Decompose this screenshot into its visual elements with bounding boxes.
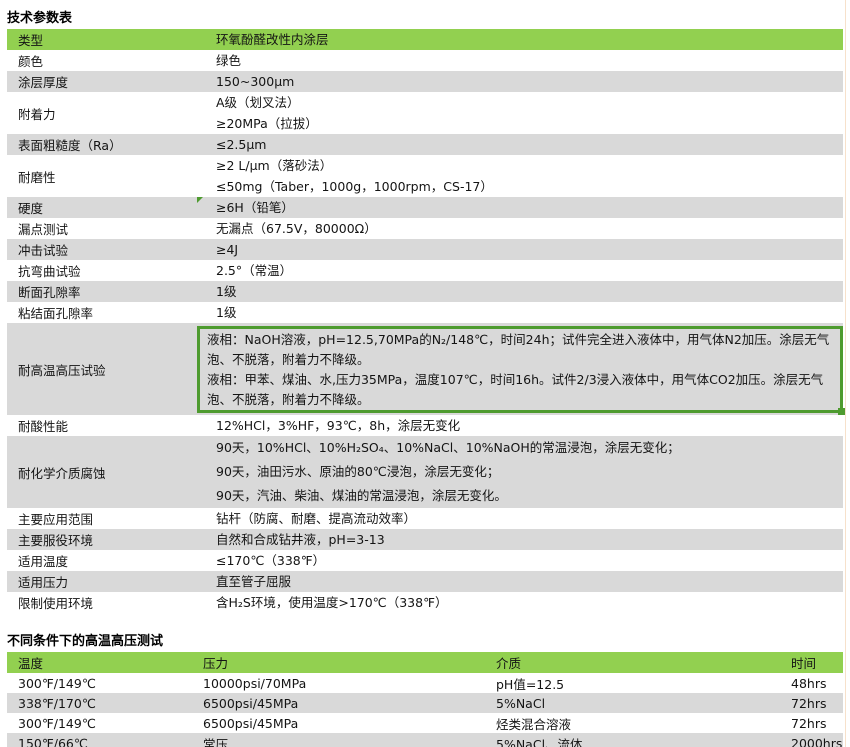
table-row: 300℉/149℃ 6500psi/45MPa 烃类混合溶液 72hrs: [7, 713, 843, 733]
row-label: 耐高温高压试验: [18, 362, 106, 378]
column-header: 介质: [496, 656, 522, 671]
cell-pressure: 6500psi/45MPa: [203, 695, 299, 711]
row-value: 直至管子屈服: [216, 574, 292, 589]
row-value: ≤170℃（338℉）: [216, 553, 326, 568]
row-label: 耐酸性能: [18, 419, 69, 434]
cell-medium: 5%NaCl、流体: [496, 736, 583, 747]
table-row: 涂层厚度 150~300μm: [7, 71, 843, 92]
row-value: 2.5°（常温）: [216, 263, 293, 278]
row-label: 适用压力: [18, 575, 69, 590]
table-row: 漏点测试 无漏点（67.5V，80000Ω）: [7, 218, 843, 239]
table-row: 断面孔隙率 1级: [7, 281, 843, 302]
row-value: ≥2 L/μm（落砂法）: [216, 158, 333, 173]
table-row: 主要应用范围 钻杆（防腐、耐磨、提高流动效率）: [7, 508, 843, 529]
row-label: 冲击试验: [18, 243, 69, 258]
row-value: ≥6H（铅笔）: [216, 200, 294, 215]
table-row: 耐磨性 ≥2 L/μm（落砂法） ≤50mg（Taber，1000g，1000r…: [7, 155, 843, 197]
table-row: 表面粗糙度（Ra） ≤2.5μm: [7, 134, 843, 155]
table-row: 耐化学介质腐蚀 90天，10%HCl、10%H₂SO₄、10%NaCl、10%N…: [7, 436, 843, 508]
table-row: 硬度 ≥6H（铅笔）: [7, 197, 843, 218]
cell-pressure: 常压: [203, 736, 229, 747]
row-value: 90天，油田污水、原油的80℃浸泡，涂层无变化；: [216, 464, 500, 479]
row-label: 涂层厚度: [18, 75, 69, 90]
cell-temperature: 150℉/66℃: [18, 735, 88, 747]
row-label: 颜色: [18, 54, 44, 69]
cell-duration: 72hrs: [791, 715, 827, 731]
comment-marker-icon: [197, 197, 203, 203]
row-value: 环氧酚醛改性内涂层: [216, 32, 329, 47]
table-row: 耐酸性能 12%HCl，3%HF，93℃，8h，涂层无变化: [7, 415, 843, 436]
row-label: 漏点测试: [18, 222, 69, 237]
row-label: 适用温度: [18, 554, 69, 569]
row-label: 硬度: [18, 201, 44, 216]
row-label: 主要服役环境: [18, 533, 94, 548]
cell-medium: pH值=12.5: [496, 676, 565, 692]
column-header: 温度: [18, 656, 44, 671]
table-row: 颜色 绿色: [7, 50, 843, 71]
cell-duration: 72hrs: [791, 695, 827, 711]
table-row: 耐高温高压试验 液相：NaOH溶液，pH=12.5,70MPa的N₂/148℃，…: [7, 323, 845, 415]
row-value: 绿色: [216, 53, 242, 68]
selection-handle: [838, 407, 845, 415]
table-row: 适用压力 直至管子屈服: [7, 571, 843, 592]
spec-table: 类型 环氧酚醛改性内涂层 颜色 绿色 涂层厚度 150~300μm 附着力 A级…: [7, 29, 845, 613]
column-header: 时间: [791, 656, 817, 671]
row-label: 粘结面孔隙率: [18, 306, 94, 321]
row-value: A级（划叉法）: [216, 95, 300, 110]
row-value: 150~300μm: [216, 74, 295, 89]
cell-temperature: 300℉/149℃: [18, 715, 96, 731]
row-value: ≤2.5μm: [216, 137, 267, 152]
row-value: 1级: [216, 305, 237, 320]
row-value: 自然和合成钻井液，pH=3-13: [216, 532, 385, 547]
table-row: 338℉/170℃ 6500psi/45MPa 5%NaCl 72hrs: [7, 693, 843, 713]
row-value: 90天，汽油、柴油、煤油的常温浸泡，涂层无变化。: [216, 488, 507, 503]
highlight-box: 液相：NaOH溶液，pH=12.5,70MPa的N₂/148℃，时间24h；试件…: [197, 325, 845, 415]
hthp-table: 温度 压力 介质 时间 300℉/149℃ 10000psi/70MPa pH值…: [7, 652, 843, 747]
table-row: 150℉/66℃ 常压 5%NaCl、流体 2000hrs: [7, 733, 843, 747]
row-value: ≥4J: [216, 242, 239, 257]
column-header: 压力: [203, 656, 229, 671]
table-row: 限制使用环境 含H₂S环境，使用温度>170℃（338℉）: [7, 592, 843, 613]
row-value: 液相：甲苯、煤油、水,压力35MPa，温度107℃，时间16h。试件2/3浸入液…: [207, 371, 824, 407]
row-label: 附着力: [18, 106, 56, 122]
hthp-header-row: 温度 压力 介质 时间: [7, 652, 843, 673]
table-row: 粘结面孔隙率 1级: [7, 302, 843, 323]
table-row: 冲击试验 ≥4J: [7, 239, 843, 260]
row-label: 限制使用环境: [18, 596, 94, 611]
row-label: 表面粗糙度（Ra）: [18, 138, 122, 153]
table-row: 适用温度 ≤170℃（338℉）: [7, 550, 843, 571]
table-row: 300℉/149℃ 10000psi/70MPa pH值=12.5 48hrs: [7, 673, 843, 693]
row-value: ≤50mg（Taber，1000g，1000rpm，CS-17）: [216, 179, 493, 194]
row-value: 液相：NaOH溶液，pH=12.5,70MPa的N₂/148℃，时间24h；试件…: [207, 331, 830, 367]
table-row: 类型 环氧酚醛改性内涂层: [7, 29, 843, 50]
cell-medium: 烃类混合溶液: [496, 716, 572, 732]
row-label: 耐化学介质腐蚀: [18, 465, 106, 481]
row-label: 抗弯曲试验: [18, 264, 81, 279]
row-label: 断面孔隙率: [18, 285, 81, 300]
row-label: 耐磨性: [18, 169, 56, 185]
cell-pressure: 6500psi/45MPa: [203, 715, 299, 731]
row-value: ≥20MPa（拉拔）: [216, 116, 318, 131]
cell-duration: 48hrs: [791, 675, 827, 691]
cell-medium: 5%NaCl: [496, 695, 546, 711]
row-value: 无漏点（67.5V，80000Ω）: [216, 221, 377, 236]
spec-table-title: 技术参数表: [7, 11, 73, 26]
row-value: 90天，10%HCl、10%H₂SO₄、10%NaCl、10%NaOH的常温浸泡…: [216, 440, 680, 455]
cell-pressure: 10000psi/70MPa: [203, 675, 307, 691]
row-value: 12%HCl，3%HF，93℃，8h，涂层无变化: [216, 418, 461, 433]
cell-temperature: 338℉/170℃: [18, 695, 96, 711]
row-value: 含H₂S环境，使用温度>170℃（338℉）: [216, 595, 448, 610]
row-value: 钻杆（防腐、耐磨、提高流动效率）: [216, 511, 417, 526]
hthp-table-title: 不同条件下的高温高压测试: [7, 634, 164, 649]
cell-temperature: 300℉/149℃: [18, 675, 96, 691]
table-row: 抗弯曲试验 2.5°（常温）: [7, 260, 843, 281]
table-row: 主要服役环境 自然和合成钻井液，pH=3-13: [7, 529, 843, 550]
row-value: 1级: [216, 284, 237, 299]
page-break-line: [845, 0, 846, 747]
cell-duration: 2000hrs: [791, 735, 843, 747]
row-label: 类型: [18, 33, 44, 48]
table-row: 附着力 A级（划叉法） ≥20MPa（拉拔）: [7, 92, 843, 134]
row-label: 主要应用范围: [18, 512, 94, 527]
